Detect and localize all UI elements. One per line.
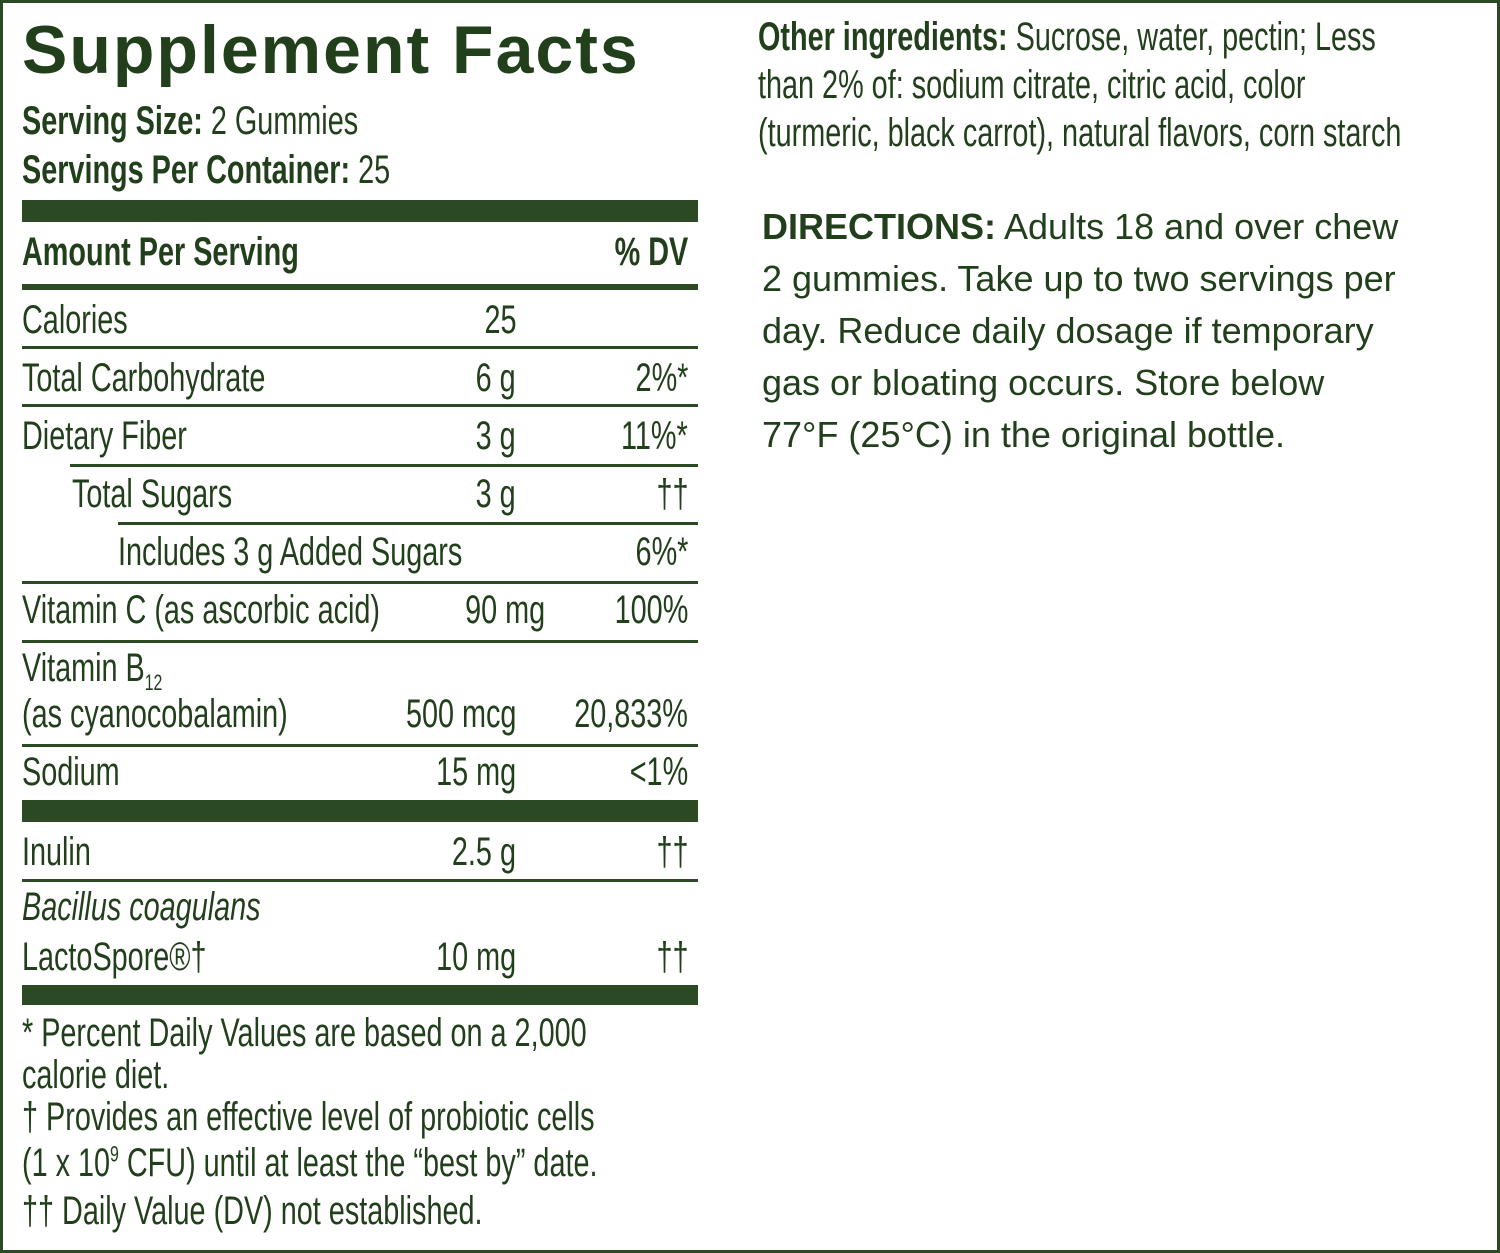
footnote: † Provides an effective level of probiot… — [22, 1095, 595, 1139]
row-amount: 90 mg — [464, 588, 545, 632]
footnote: calorie diet. — [22, 1053, 170, 1097]
divider — [22, 284, 698, 290]
row-dv: †† — [655, 830, 688, 874]
text: Adults 18 and over chew — [1004, 206, 1399, 247]
text: Sucrose, water, pectin; Less — [1015, 15, 1376, 59]
row-amount: 15 mg — [435, 750, 516, 794]
row-amount: 500 mcg — [405, 692, 516, 736]
divider — [70, 464, 698, 467]
row-amount: 25 — [483, 298, 516, 342]
name: Vitamin B — [22, 646, 145, 690]
directions-line: 77°F (25°C) in the original bottle. — [762, 414, 1286, 455]
divider — [22, 744, 698, 747]
row-detail: (as cyanocobalamin) — [22, 692, 288, 736]
divider — [22, 404, 698, 407]
header-amount: Amount Per Serving — [22, 230, 299, 274]
row-dv: 2%* — [635, 356, 688, 400]
row-name: Total Sugars — [72, 472, 233, 516]
divider — [22, 800, 698, 822]
row-amount: 10 mg — [435, 935, 516, 979]
subscript: 12 — [144, 670, 163, 695]
row-amount: 3 g — [475, 414, 516, 458]
value: 25 — [358, 148, 391, 192]
ingredients-line: than 2% of: sodium citrate, citric acid,… — [758, 63, 1306, 107]
ingredients-line: (turmeric, black carrot), natural flavor… — [758, 111, 1402, 155]
row-dv: †† — [655, 935, 688, 979]
footnote: * Percent Daily Values are based on a 2,… — [22, 1011, 587, 1055]
divider — [22, 200, 698, 222]
ingredients-line: Other ingredients: Sucrose, water, pecti… — [758, 17, 1376, 57]
label: Other ingredients: — [758, 15, 1008, 59]
row-dv: <1% — [629, 750, 688, 794]
row-name: Calories — [22, 298, 128, 342]
row-name: Inulin — [22, 830, 91, 874]
row-name: Dietary Fiber — [22, 414, 187, 458]
title: Supplement Facts — [22, 12, 640, 88]
label: Servings Per Container: — [22, 148, 351, 192]
directions-line: 2 gummies. Take up to two servings per — [762, 258, 1396, 299]
row-name: Vitamin B12 — [22, 646, 162, 694]
row-amount: 6 g — [475, 356, 516, 400]
row-dv: 6%* — [635, 530, 688, 574]
directions-line: DIRECTIONS: Adults 18 and over chew — [762, 209, 1398, 245]
row-name: Vitamin C (as ascorbic acid) — [22, 588, 380, 632]
row-name: Bacillus coagulans — [22, 885, 261, 929]
row-detail: LactoSpore®† — [22, 935, 207, 979]
superscript: 9 — [110, 1141, 119, 1167]
directions-line: day. Reduce daily dosage if temporary — [762, 310, 1374, 351]
text: (1 x 10 — [22, 1141, 111, 1185]
row-name: Total Carbohydrate — [22, 356, 266, 400]
row-dv: 100% — [614, 588, 688, 632]
divider — [22, 640, 698, 643]
row-name: Sodium — [22, 750, 120, 794]
row-dv: 20,833% — [574, 692, 688, 736]
row-dv: 11%* — [621, 414, 688, 458]
divider — [118, 522, 698, 525]
header-dv: % DV — [614, 230, 688, 274]
row-dv: †† — [655, 472, 688, 516]
label: DIRECTIONS: — [762, 206, 996, 247]
row-amount: 3 g — [475, 472, 516, 516]
footnote: †† Daily Value (DV) not established. — [22, 1189, 483, 1233]
row-amount: 2.5 g — [451, 830, 516, 874]
servings-per-container: Servings Per Container: 25 — [22, 150, 390, 190]
serving-size: Serving Size: 2 Gummies — [22, 101, 358, 141]
value: 2 Gummies — [210, 99, 359, 143]
directions-line: gas or bloating occurs. Store below — [762, 362, 1325, 403]
divider — [22, 985, 698, 1005]
divider — [22, 879, 698, 882]
divider — [22, 346, 698, 349]
label: Serving Size: — [22, 99, 203, 143]
divider — [22, 581, 698, 584]
row-name: Includes 3 g Added Sugars — [118, 530, 463, 574]
footnote: (1 x 109 CFU) until at least the “best b… — [22, 1143, 597, 1183]
text: CFU) until at least the “best by” date. — [118, 1141, 598, 1185]
